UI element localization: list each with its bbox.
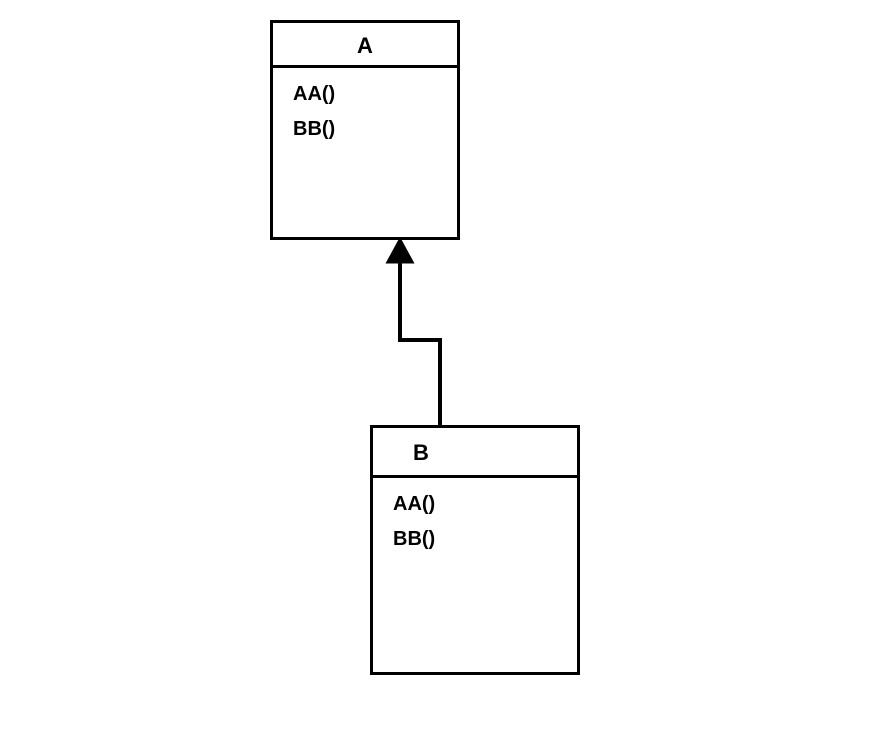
class-b-header: B: [373, 428, 577, 478]
arrowhead-icon: [388, 240, 412, 262]
connector-line: [400, 250, 440, 425]
class-b-method-0: AA(): [393, 493, 557, 516]
class-box-a: A AA() BB(): [270, 20, 460, 240]
class-box-b: B AA() BB(): [370, 425, 580, 675]
class-a-body: AA() BB(): [273, 68, 457, 168]
class-a-method-1: BB(): [293, 118, 437, 141]
class-a-header: A: [273, 23, 457, 68]
class-b-method-1: BB(): [393, 528, 557, 551]
class-a-name: A: [357, 33, 373, 58]
class-b-name: B: [413, 440, 429, 465]
uml-diagram: A AA() BB() B AA() BB(): [0, 0, 885, 731]
class-a-method-0: AA(): [293, 83, 437, 106]
class-b-body: AA() BB(): [373, 478, 577, 578]
